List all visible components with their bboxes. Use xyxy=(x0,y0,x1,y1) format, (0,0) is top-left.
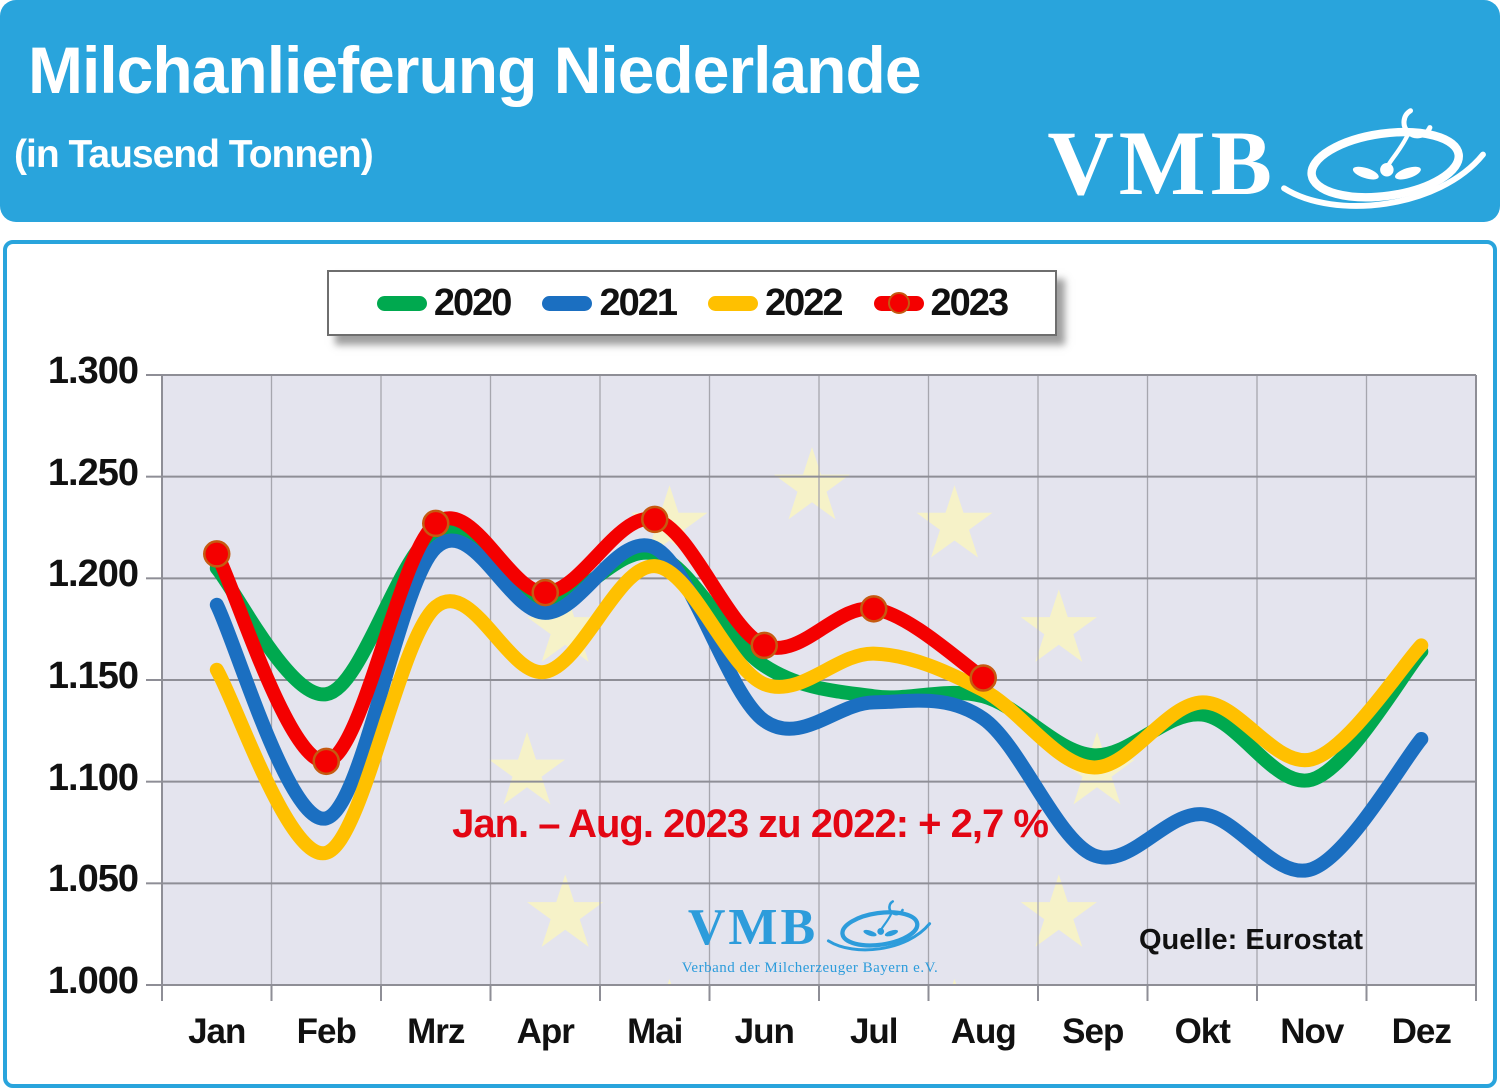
legend-item-2022: 2022 xyxy=(708,281,844,325)
eu-star-icon xyxy=(952,978,957,985)
x-axis-label: Mai xyxy=(627,1012,683,1051)
legend-label-2022: 2022 xyxy=(765,281,844,324)
x-axis-label: Feb xyxy=(296,1012,357,1051)
legend-item-2020: 2020 xyxy=(376,281,513,325)
legend-item-2023: 2023 xyxy=(873,281,1010,325)
data-point-2023-Feb xyxy=(312,747,340,776)
series-line-2021 xyxy=(209,533,1429,878)
legend-label-2021: 2021 xyxy=(599,281,678,324)
eu-star-icon xyxy=(527,589,604,662)
series-line-2022 xyxy=(209,559,1429,860)
watermark-logo-icon xyxy=(827,900,932,952)
vmb-brand: VMB xyxy=(1047,104,1486,222)
legend-label-2020: 2020 xyxy=(433,281,513,324)
data-point-2023-Aug xyxy=(969,664,997,692)
vmb-wordmark: VMB xyxy=(1047,112,1277,214)
x-axis-label: Dez xyxy=(1391,1012,1452,1051)
eu-star-icon xyxy=(527,874,604,947)
eu-star-icon xyxy=(667,978,672,985)
data-point-2023-Jan xyxy=(203,540,231,568)
x-axis-label: Aug xyxy=(950,1012,1017,1051)
eu-star-icon xyxy=(489,732,565,805)
x-axis-label: Jul xyxy=(849,1012,899,1051)
data-point-2023-Jun xyxy=(750,631,778,660)
eu-star-icon xyxy=(1020,874,1097,947)
page-subtitle: (in Tausend Tonnen) xyxy=(14,133,374,176)
legend-item-2021: 2021 xyxy=(542,281,678,325)
page-title: Milchanlieferung Niederlande xyxy=(28,33,922,107)
y-axis-label: 1.250 xyxy=(47,451,139,494)
data-point-2023-Jul xyxy=(860,595,888,623)
data-point-2023-Mrz xyxy=(422,509,450,538)
watermark-subtitle: Verband der Milcherzeuger Bayern e.V. xyxy=(681,960,939,976)
data-point-2023-Mai xyxy=(641,505,669,534)
y-axis-label: 1.050 xyxy=(47,858,139,901)
x-axis-label: Okt xyxy=(1174,1012,1231,1051)
y-axis-label: 1.000 xyxy=(47,960,139,1002)
legend-swatch-2020 xyxy=(376,295,427,311)
x-axis-label: Mrz xyxy=(407,1012,465,1051)
eu-star-icon xyxy=(774,447,850,520)
legend: 2020 2021 2022 2023 xyxy=(327,270,1057,336)
y-axis-label: 1.100 xyxy=(47,756,139,799)
data-point-2023-Apr xyxy=(531,578,559,607)
x-axis-label: Jun xyxy=(734,1012,795,1051)
x-axis-label: Jan xyxy=(188,1012,246,1051)
y-axis-label: 1.300 xyxy=(47,350,139,392)
x-axis-label: Nov xyxy=(1280,1012,1344,1051)
eu-star-icon xyxy=(916,485,993,558)
legend-swatch-2023 xyxy=(873,292,924,314)
legend-swatch-2021 xyxy=(542,295,593,311)
source-label: Quelle: Eurostat xyxy=(1139,924,1363,956)
legend-swatch-2022 xyxy=(708,295,758,311)
vmb-watermark: VMB Verband der Milcherzeuger Bayern e.V… xyxy=(585,898,1035,977)
legend-label-2023: 2023 xyxy=(930,281,1010,324)
x-axis-label: Apr xyxy=(516,1012,575,1051)
header-banner: Milchanlieferung Niederlande (in Tausend… xyxy=(0,0,1500,222)
legend-marker-dot xyxy=(887,292,910,314)
x-axis-label: Sep xyxy=(1062,1012,1124,1051)
eu-star-icon xyxy=(1020,589,1097,662)
y-axis-label: 1.150 xyxy=(47,655,139,697)
annotation-text: Jan. – Aug. 2023 zu 2022: + 2,7 % xyxy=(452,802,1049,846)
y-axis-label: 1.200 xyxy=(47,553,139,596)
watermark-wordmark: VMB xyxy=(687,899,819,956)
vmb-logo-icon xyxy=(1281,108,1486,209)
